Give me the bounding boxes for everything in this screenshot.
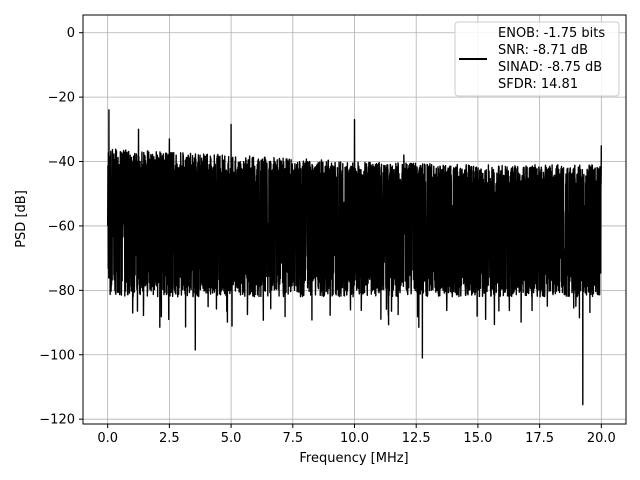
y-tick-label: −100 [39, 348, 75, 363]
psd-trace [106, 109, 603, 406]
y-tick-label: −20 [48, 91, 75, 106]
x-tick-label: 5.0 [221, 431, 242, 446]
x-tick-label: 10.0 [340, 431, 369, 446]
x-tick-label: 0.0 [97, 431, 118, 446]
x-tick-label: 15.0 [463, 431, 492, 446]
x-tick-label: 17.5 [525, 431, 554, 446]
legend-enob: ENOB: -1.75 bits [498, 26, 605, 41]
axis-ticks: 0.0 2.5 5.0 7.5 10.0 12.5 15.0 17.5 20.0 0 −20 −40 −… [39, 26, 616, 446]
x-tick-label: 20.0 [587, 431, 616, 446]
legend-sfdr: SFDR: 14.81 [498, 77, 578, 92]
y-tick-label: −60 [48, 219, 75, 234]
legend-snr: SNR: -8.71 dB [498, 43, 588, 58]
y-tick-label: −80 [48, 284, 75, 299]
legend: ENOB: -1.75 bits SNR: -8.71 dB SINAD: -8… [454, 21, 620, 97]
y-axis-label: PSD [dB] [14, 190, 29, 248]
psd-line [106, 109, 603, 406]
y-tick-label: 0 [67, 26, 75, 41]
x-axis-label: Frequency [MHz] [299, 451, 408, 466]
legend-box [454, 21, 620, 97]
legend-sinad: SINAD: -8.75 dB [498, 60, 602, 75]
y-tick-label: −40 [48, 155, 75, 170]
y-tick-label: −120 [39, 413, 75, 428]
x-tick-label: 12.5 [402, 431, 431, 446]
x-tick-label: 2.5 [159, 431, 180, 446]
x-tick-label: 7.5 [282, 431, 303, 446]
